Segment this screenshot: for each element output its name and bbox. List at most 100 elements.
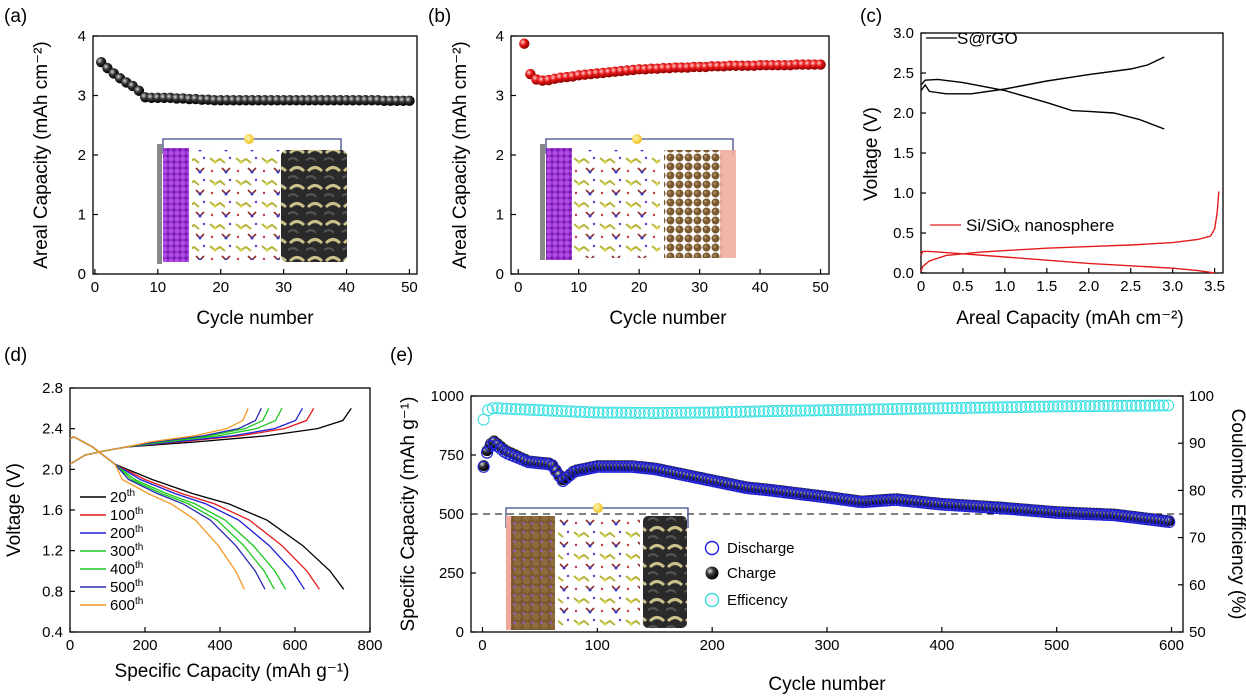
x-axis-title-d: Specific Capacity (mAh g⁻¹) <box>115 661 350 682</box>
legend-label: 600th <box>110 596 143 614</box>
efficiency-point <box>808 404 821 417</box>
x-tick-label: 400 <box>207 637 232 654</box>
efficiency-point <box>1028 400 1041 413</box>
efficiency-point <box>1120 399 1133 412</box>
y-tick-label: 0.5 <box>893 225 914 242</box>
efficiency-point <box>1001 401 1014 414</box>
discharge-point <box>980 501 993 514</box>
x-tick-label: 600 <box>282 637 307 654</box>
efficiency-point <box>606 406 619 419</box>
efficiency-point <box>900 402 913 415</box>
efficiency-point <box>734 405 747 418</box>
efficiency-point <box>1139 399 1152 412</box>
discharge-point <box>1156 515 1169 528</box>
efficiency-point <box>941 402 954 415</box>
y2-tick-label: 100 <box>1189 388 1214 405</box>
discharge-point <box>932 498 945 511</box>
x-tick-label: 500 <box>1044 637 1069 654</box>
efficiency-point <box>1056 400 1069 413</box>
efficiency-point <box>753 405 766 418</box>
discharge-point <box>877 494 890 507</box>
schematic-a <box>157 134 347 264</box>
efficiency-point <box>767 405 780 418</box>
schematic-e <box>505 503 689 630</box>
axis-ticks-c: 0 0.5 1.0 1.5 2.0 2.5 3.0 3.5 0.0 0.5 1.0 1.5 2.0 2.5… <box>893 25 1225 295</box>
efficiency-point <box>610 406 623 419</box>
y-tick-label: 1.0 <box>893 185 914 202</box>
y-tick-label: 0 <box>456 624 464 641</box>
charge-point <box>478 460 490 472</box>
x-tick-label: 40 <box>752 279 769 296</box>
series-line <box>920 191 1220 272</box>
y-tick-label: 4 <box>496 28 504 45</box>
efficiency-point <box>1065 400 1078 413</box>
discharge-point <box>887 493 900 507</box>
efficiency-point <box>1116 399 1129 412</box>
discharge-point <box>856 496 869 509</box>
discharge-point <box>1083 508 1097 521</box>
x-tick-label: 1.0 <box>994 278 1015 295</box>
series-d <box>69 407 352 590</box>
efficiency-point <box>1125 399 1138 412</box>
discharge-point <box>952 499 966 512</box>
efficiency-point <box>518 403 531 416</box>
efficiency-point <box>730 405 743 418</box>
efficiency-point <box>1070 400 1083 413</box>
efficiency-point <box>1162 399 1175 412</box>
legend-label: 400th <box>110 560 143 578</box>
legend-label-charge: Charge <box>727 565 776 582</box>
discharge-point <box>963 500 976 513</box>
efficiency-point <box>523 403 536 416</box>
legend-label: 300th <box>110 542 143 560</box>
efficiency-point <box>496 402 509 415</box>
efficiency-point <box>652 406 665 419</box>
efficiency-point <box>551 404 564 417</box>
efficiency-point <box>564 405 577 418</box>
discharge-point <box>959 499 973 513</box>
plot-frame-c <box>920 32 1224 274</box>
efficiency-point <box>1033 400 1046 413</box>
efficiency-point <box>620 406 633 419</box>
efficiency-point <box>904 402 917 415</box>
axis-ticks-b: 0 10 20 30 40 50 0 1 2 3 4 <box>496 28 829 296</box>
efficiency-point <box>500 402 513 415</box>
efficiency-point <box>578 406 591 419</box>
efficiency-point <box>1005 401 1018 414</box>
efficiency-point <box>1134 399 1147 412</box>
x-tick-label: 800 <box>357 637 382 654</box>
efficiency-point <box>762 405 775 418</box>
efficiency-point <box>702 406 715 419</box>
x-tick-label: 2.5 <box>1120 278 1141 295</box>
efficiency-point <box>1083 400 1096 413</box>
discharge-point <box>477 460 490 473</box>
x-tick-label: 0 <box>478 637 486 654</box>
efficiency-point <box>1129 399 1142 412</box>
efficiency-point <box>849 403 862 416</box>
x-tick-label: 200 <box>132 637 157 654</box>
efficiency-point <box>854 403 867 416</box>
efficiency-point <box>597 406 610 419</box>
efficiency-point <box>537 404 550 417</box>
y-tick-label: 1.2 <box>42 543 63 560</box>
discharge-point <box>863 495 876 508</box>
efficiency-point <box>1019 400 1032 413</box>
discharge-point <box>880 494 893 507</box>
y-tick-label: 0.0 <box>893 265 914 282</box>
discharge-point <box>1063 507 1076 520</box>
efficiency-point <box>574 405 587 418</box>
y2-tick-label: 90 <box>1189 435 1206 452</box>
efficiency-point <box>693 406 706 419</box>
legend-suffix: th <box>135 524 143 535</box>
x-tick-label: 0 <box>91 279 99 296</box>
efficiency-point <box>877 403 890 416</box>
discharge-point <box>966 500 979 513</box>
efficiency-point <box>1093 400 1106 413</box>
discharge-curve <box>69 436 275 590</box>
efficiency-point <box>670 406 683 419</box>
efficiency-point <box>684 406 697 419</box>
discharge-curve <box>69 436 287 590</box>
x-tick-label: 400 <box>929 637 954 654</box>
efficiency-point <box>748 405 761 418</box>
efficiency-point <box>1015 400 1028 413</box>
